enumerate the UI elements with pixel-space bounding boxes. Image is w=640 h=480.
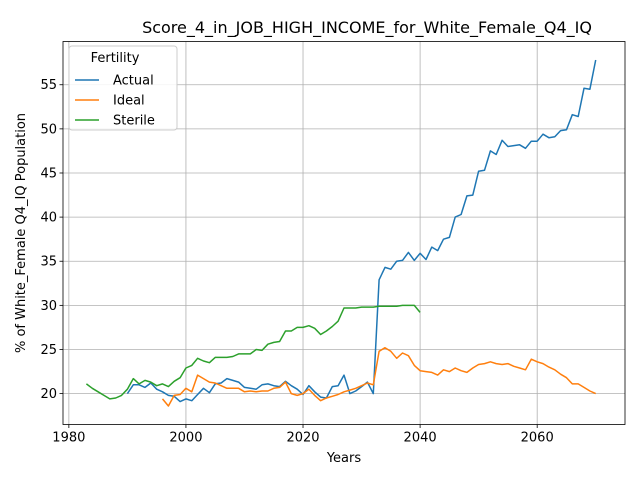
legend-title: Fertility [91, 51, 140, 66]
legend-label-sterile: Sterile [113, 114, 155, 129]
y-tick-label: 45 [40, 166, 57, 181]
y-tick-label: 55 [40, 78, 57, 93]
series-line-sterile [85, 304, 421, 400]
y-tick-label: 50 [40, 122, 57, 137]
plot-frame [62, 41, 626, 425]
series-lines [85, 59, 597, 407]
x-axis-label: Years [326, 451, 362, 466]
y-tick-label: 20 [40, 387, 57, 402]
grid [63, 41, 625, 425]
legend-label-actual: Actual [113, 74, 154, 89]
legend-label-ideal: Ideal [113, 94, 145, 109]
series-line-ideal [161, 346, 597, 407]
x-tick-label: 2040 [404, 431, 437, 446]
legend-box [68, 45, 178, 131]
y-tick-label: 25 [40, 343, 57, 358]
y-tick-label: 40 [40, 211, 57, 226]
x-tick-label: 2060 [521, 431, 554, 446]
x-tick-label: 2000 [169, 431, 202, 446]
y-tick-label: 30 [40, 299, 57, 314]
chart-title: Score_4_in_JOB_HIGH_INCOME_for_White_Fem… [142, 18, 592, 38]
y-axis-ticks: 20 25 30 35 40 45 50 55 [40, 78, 63, 402]
x-tick-label: 1980 [52, 431, 85, 446]
y-axis-label: % of White_Female Q4_IQ Population [14, 113, 29, 353]
x-tick-label: 2020 [286, 431, 319, 446]
y-tick-label: 35 [40, 255, 57, 270]
x-axis-ticks: 1980 2000 2020 2040 2060 [52, 424, 554, 446]
legend: Fertility Actual Ideal Sterile [68, 45, 178, 131]
series-line-actual [126, 59, 597, 403]
